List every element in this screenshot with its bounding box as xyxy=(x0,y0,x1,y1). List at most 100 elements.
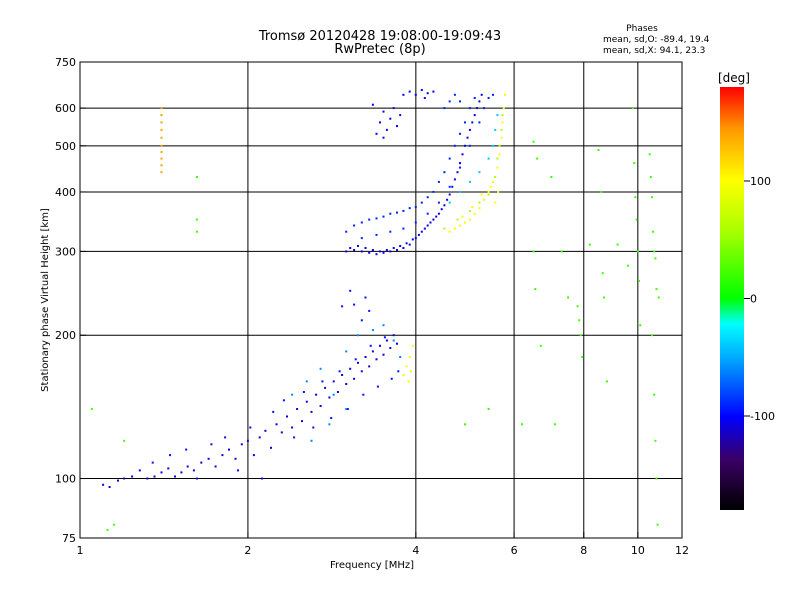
data-point xyxy=(468,128,471,131)
data-point xyxy=(200,461,203,464)
data-point xyxy=(534,288,537,291)
data-point xyxy=(408,356,411,358)
data-point xyxy=(368,218,371,221)
data-point xyxy=(656,523,659,526)
data-point xyxy=(494,201,497,204)
data-point xyxy=(315,393,318,396)
data-point xyxy=(478,100,481,103)
data-point xyxy=(353,303,356,306)
data-point xyxy=(492,180,494,183)
data-point xyxy=(382,251,385,254)
data-point xyxy=(437,212,440,215)
data-point xyxy=(653,393,656,396)
data-point xyxy=(420,201,423,204)
y-axis-ticks: 75 100 200 300 400 500 600 750 xyxy=(55,56,86,545)
data-point xyxy=(451,185,454,188)
data-point xyxy=(473,212,476,215)
data-point xyxy=(468,218,471,221)
data-point xyxy=(261,477,263,480)
data-point xyxy=(249,426,252,429)
data-point xyxy=(102,483,105,486)
data-point xyxy=(221,454,224,457)
data-point xyxy=(411,344,414,347)
data-point xyxy=(464,121,466,124)
data-point xyxy=(497,190,500,193)
data-point xyxy=(420,89,423,91)
data-point xyxy=(364,247,367,249)
data-point xyxy=(272,410,275,413)
data-point xyxy=(459,100,461,103)
data-point xyxy=(379,344,381,347)
x-axis-ticks: 1 2 4 6 8 10 12 xyxy=(77,532,689,557)
data-point xyxy=(195,176,198,178)
data-point xyxy=(131,475,134,478)
data-point xyxy=(432,90,435,93)
data-point xyxy=(417,233,420,236)
data-point xyxy=(345,230,348,233)
data-point xyxy=(459,132,461,135)
data-point xyxy=(390,377,393,380)
data-point xyxy=(375,233,378,236)
data-point xyxy=(634,196,637,199)
data-point xyxy=(420,230,423,233)
data-point xyxy=(174,475,176,478)
data-point xyxy=(108,486,111,488)
data-point xyxy=(478,201,481,204)
data-point xyxy=(357,361,359,364)
data-point xyxy=(633,162,636,165)
data-point xyxy=(536,157,539,160)
data-point xyxy=(480,93,483,96)
data-point xyxy=(616,243,619,246)
x-tick-label: 1 xyxy=(77,544,84,557)
data-point xyxy=(402,374,405,376)
data-point xyxy=(480,193,483,196)
data-point xyxy=(631,107,634,110)
data-point xyxy=(494,128,497,131)
data-point xyxy=(487,193,490,196)
data-point xyxy=(649,176,652,178)
chart-subtitle: RwPretec (8p) xyxy=(334,42,425,57)
data-point xyxy=(382,110,385,113)
data-point xyxy=(466,136,469,139)
data-point xyxy=(138,469,141,472)
data-point xyxy=(521,423,523,426)
data-point xyxy=(186,465,189,468)
data-point xyxy=(375,358,378,361)
data-point xyxy=(426,196,429,199)
data-point xyxy=(487,157,490,160)
data-point xyxy=(464,221,466,224)
data-point xyxy=(440,208,443,211)
data-point xyxy=(319,367,322,370)
data-point xyxy=(638,280,640,282)
colorbar-tick-label: 100 xyxy=(750,175,771,188)
data-point xyxy=(410,370,412,373)
data-point xyxy=(407,380,410,383)
phase-stats-heading: Phases xyxy=(626,24,658,34)
data-point xyxy=(160,171,163,174)
data-point xyxy=(650,334,653,337)
x-tick-label: 8 xyxy=(580,544,587,557)
data-point xyxy=(392,107,395,110)
data-point xyxy=(461,153,464,156)
phase-colorbar xyxy=(720,87,744,510)
data-point xyxy=(492,93,494,96)
data-point xyxy=(576,305,579,308)
data-point xyxy=(396,342,398,345)
data-point xyxy=(160,144,163,147)
data-point xyxy=(382,353,385,356)
data-point xyxy=(310,410,313,413)
data-point xyxy=(368,365,371,368)
data-point xyxy=(500,136,503,139)
y-tick-label: 300 xyxy=(55,245,76,258)
data-point xyxy=(362,393,365,396)
data-point xyxy=(496,114,499,117)
data-point xyxy=(550,176,553,178)
data-point xyxy=(151,461,154,464)
data-point xyxy=(601,272,604,275)
data-point xyxy=(353,249,356,251)
data-point xyxy=(453,93,456,96)
data-point xyxy=(275,423,278,426)
phase-stats-o: mean, sd,O: -89.4, 19.4 xyxy=(603,35,710,45)
data-point xyxy=(375,217,378,220)
